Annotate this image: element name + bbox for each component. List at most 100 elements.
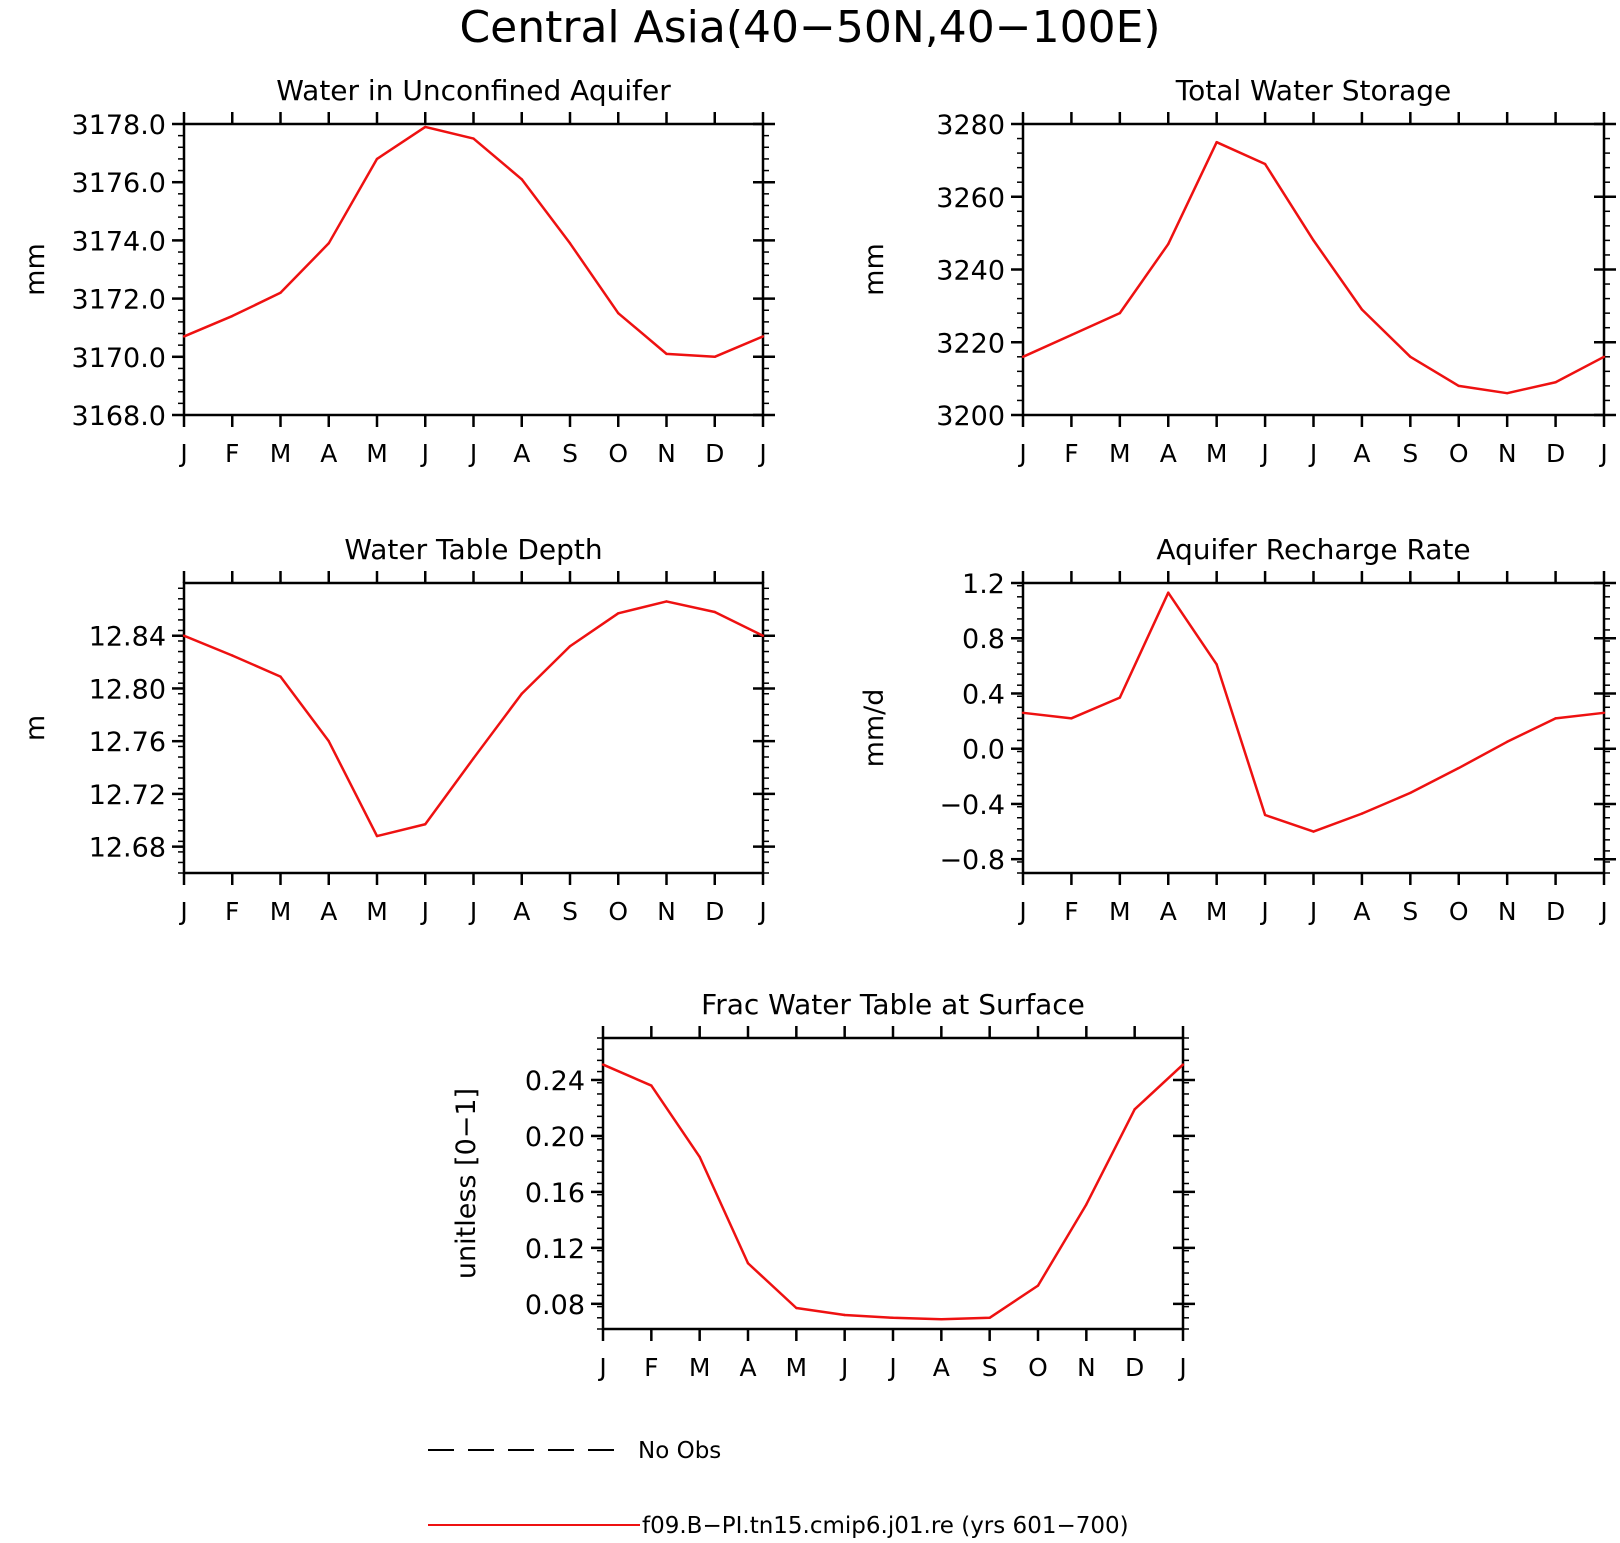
x-tick-label: J — [757, 439, 766, 468]
data-point — [472, 757, 475, 760]
x-tick-label: J — [420, 897, 429, 926]
data-point — [327, 739, 330, 743]
y-axis-label: mm — [20, 243, 51, 296]
x-tick-label: O — [608, 897, 628, 926]
y-tick-label: 3200 — [936, 401, 1005, 432]
data-point — [1167, 591, 1170, 594]
x-tick-label: J — [178, 897, 187, 926]
plot-frame — [1021, 581, 1606, 875]
x-tick-label: A — [320, 439, 337, 468]
data-point — [746, 1262, 750, 1265]
x-tick-label: J — [1308, 439, 1317, 468]
data-point — [568, 645, 572, 648]
x-tick-label: J — [468, 439, 477, 468]
x-tick-label: O — [608, 439, 628, 468]
x-tick-label: O — [1449, 897, 1469, 926]
data-point — [665, 600, 668, 603]
y-tick-label: 1.2 — [962, 569, 1005, 600]
data-point — [1215, 140, 1218, 144]
data-point — [568, 242, 572, 245]
data-point — [1409, 791, 1412, 795]
x-tick-label: O — [1028, 1353, 1048, 1382]
data-point — [617, 311, 620, 315]
x-tick-label: N — [657, 897, 676, 926]
x-tick-label: N — [657, 439, 676, 468]
data-point — [1409, 355, 1412, 358]
x-tick-label: J — [1598, 897, 1607, 926]
x-tick-label: N — [1498, 439, 1517, 468]
y-tick-label: 0.12 — [525, 1234, 585, 1265]
y-tick-label: 3220 — [936, 328, 1005, 359]
panel-title: Water in Unconfined Aquifer — [276, 74, 671, 107]
y-tick-label: 3178.0 — [72, 110, 166, 141]
x-tick-label: J — [1259, 439, 1268, 468]
x-tick-label: J — [1177, 1353, 1186, 1382]
data-point — [761, 634, 765, 637]
chart-panel-1: J F M A M J J A S O N D J3168.03170.03172.03174.0317… — [20, 74, 775, 468]
x-tick-label: F — [225, 897, 239, 926]
y-axis-label: unitless [0−1] — [451, 1088, 482, 1279]
data-point — [1360, 308, 1364, 311]
x-tick-label: J — [420, 439, 429, 468]
chart-panel-4: J F M A M J J A S O N D J−0.8−0.40.00.40.81.2Aquifer… — [859, 533, 1616, 926]
y-tick-label: 0.24 — [525, 1066, 585, 1097]
y-tick-label: 12.68 — [89, 833, 166, 864]
data-point — [617, 612, 620, 615]
panel-title: Aquifer Recharge Rate — [1156, 533, 1470, 566]
y-axis-label: m — [20, 715, 51, 741]
data-point — [327, 242, 330, 245]
x-tick-label: J — [1259, 897, 1268, 926]
data-point — [520, 178, 523, 181]
x-tick-label: S — [1402, 439, 1418, 468]
data-point — [375, 834, 379, 838]
x-tick-label: M — [366, 897, 388, 926]
y-axis-label: mm/d — [859, 689, 890, 768]
panel-title: Total Water Storage — [1175, 74, 1452, 107]
series-line — [602, 1063, 1184, 1321]
x-tick-label: J — [839, 1353, 848, 1382]
x-tick-label: F — [1064, 439, 1078, 468]
data-point — [601, 1063, 605, 1066]
x-tick-label: A — [1160, 439, 1177, 468]
y-tick-label: 0.8 — [962, 624, 1005, 655]
y-tick-label: 0.20 — [525, 1122, 585, 1153]
data-point — [665, 352, 668, 356]
y-tick-label: 3172.0 — [72, 285, 166, 316]
data-point — [1457, 766, 1460, 770]
y-tick-label: −0.8 — [939, 845, 1005, 876]
data-point — [231, 654, 234, 657]
figure-title: Central Asia(40−50N,40−100E) — [459, 2, 1160, 53]
x-tick-label: D — [1125, 1353, 1144, 1382]
x-tick-label: J — [597, 1353, 606, 1382]
data-point — [713, 355, 716, 358]
y-tick-label: 12.72 — [89, 780, 166, 811]
plot-frame — [1021, 122, 1606, 417]
x-tick-label: A — [739, 1353, 756, 1382]
data-point — [1215, 663, 1218, 666]
data-point — [1602, 711, 1606, 715]
x-tick-label: J — [887, 1353, 896, 1382]
y-tick-label: 0.4 — [962, 679, 1005, 710]
data-point — [375, 157, 379, 161]
data-point — [891, 1316, 895, 1320]
x-tick-label: D — [1546, 439, 1565, 468]
data-point — [698, 1155, 701, 1159]
data-point — [1167, 242, 1170, 246]
chart-panels: J F M A M J J A S O N D J3168.03170.03172.03174.0317… — [20, 74, 1616, 1382]
data-point — [231, 314, 234, 318]
x-tick-label: N — [1498, 897, 1517, 926]
plot-frame — [182, 581, 765, 875]
data-point — [1263, 813, 1267, 817]
data-point — [843, 1313, 846, 1317]
data-point — [1505, 740, 1509, 744]
panel-title: Frac Water Table at Surface — [701, 988, 1085, 1021]
x-tick-label: M — [689, 1353, 711, 1382]
data-point — [1457, 384, 1460, 388]
x-tick-label: F — [644, 1353, 658, 1382]
x-tick-label: A — [1353, 439, 1370, 468]
x-tick-label: M — [366, 439, 388, 468]
y-tick-label: 3280 — [936, 110, 1005, 141]
